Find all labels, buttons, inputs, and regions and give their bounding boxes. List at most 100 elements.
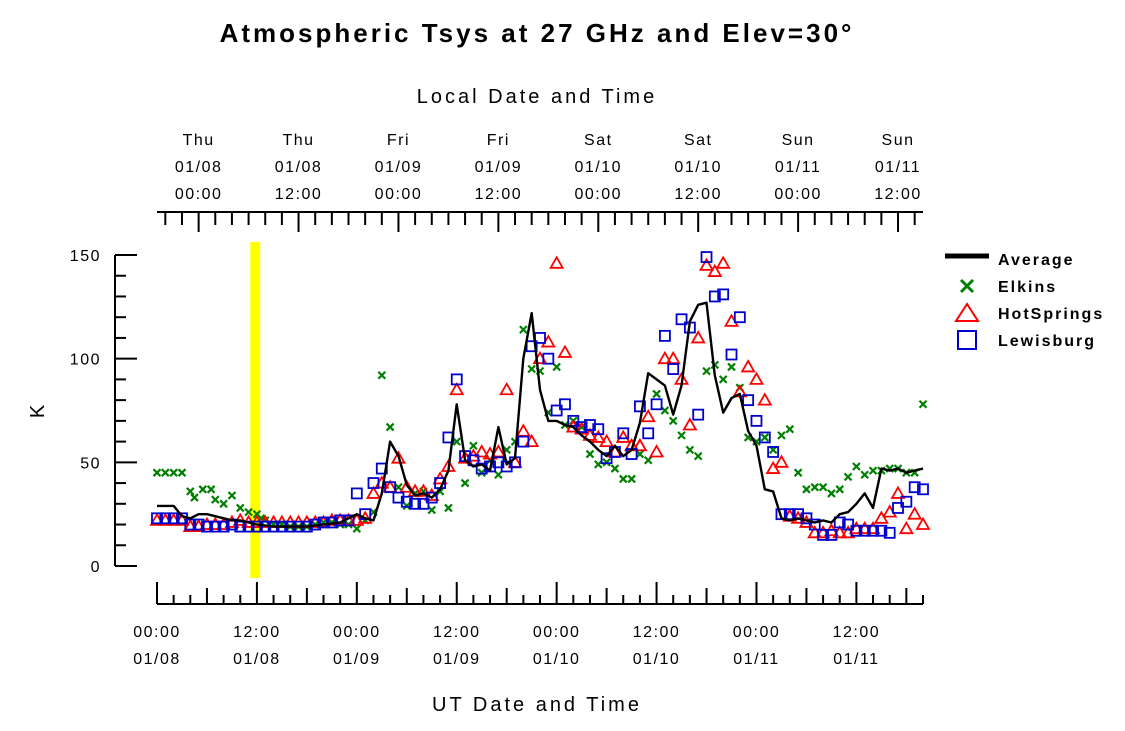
point-elkins [169, 468, 178, 477]
point-lewisburg [917, 483, 929, 496]
point-elkins [785, 424, 795, 434]
point-lewisburg [700, 251, 713, 263]
top-tick-time: 00:00 [175, 186, 223, 203]
legend-swatch-elkins [959, 278, 975, 294]
series-hotsprings [149, 255, 931, 539]
point-lewisburg [192, 518, 205, 531]
point-lewisburg [767, 446, 780, 458]
top-tick-date: 01/11 [875, 159, 921, 176]
point-hotsprings [907, 506, 923, 520]
point-lewisburg [892, 502, 904, 514]
point-elkins [190, 493, 199, 502]
point-elkins [260, 516, 270, 525]
point-lewisburg [184, 518, 197, 531]
point-elkins [760, 433, 770, 442]
point-lewisburg [201, 520, 213, 533]
point-elkins [818, 482, 828, 492]
highlight-band [250, 242, 261, 578]
top-tick-time: 12:00 [475, 186, 523, 203]
point-hotsprings [715, 255, 731, 269]
point-lewisburg [542, 352, 555, 365]
point-lewisburg [858, 524, 871, 537]
top-tick-time: 12:00 [674, 186, 722, 203]
point-elkins [227, 491, 237, 500]
point-lewisburg [667, 363, 680, 375]
point-elkins [860, 470, 869, 480]
series-lewisburg [151, 251, 929, 541]
point-elkins [660, 406, 670, 415]
point-hotsprings [640, 408, 656, 423]
legend-swatch-hotsprings [954, 302, 980, 322]
point-lewisburg [867, 524, 879, 537]
point-lewisburg [750, 414, 763, 427]
point-elkins [527, 364, 536, 374]
bottom-tick-time: 12:00 [633, 624, 681, 641]
legend: Average Elkins HotSprings Lewisburg [945, 252, 1104, 350]
point-elkins [727, 362, 736, 372]
legend-label-hotsprings: HotSprings [998, 306, 1104, 323]
point-hotsprings [757, 392, 773, 406]
point-elkins [435, 487, 445, 496]
point-elkins [494, 470, 503, 480]
point-lewisburg [842, 518, 854, 531]
top-tick-day: Thu [183, 132, 215, 149]
point-hotsprings [665, 350, 681, 365]
point-hotsprings [890, 485, 906, 499]
point-lewisburg [151, 512, 163, 525]
point-lewisburg [159, 512, 172, 525]
top-tick-date: 01/10 [575, 159, 623, 176]
point-hotsprings [873, 510, 889, 524]
point-lewisburg [725, 348, 738, 361]
point-elkins [177, 468, 187, 477]
point-hotsprings [773, 454, 790, 468]
point-elkins [385, 422, 395, 432]
point-lewisburg [167, 512, 180, 525]
point-lewisburg [617, 427, 630, 440]
point-elkins [427, 505, 437, 515]
bottom-tick-time: 12:00 [833, 624, 881, 641]
point-lewisburg [733, 311, 746, 324]
point-lewisburg [425, 491, 438, 504]
point-lewisburg [883, 526, 896, 539]
point-elkins [627, 474, 636, 484]
point-lewisburg [908, 481, 921, 494]
point-lewisburg [417, 497, 430, 510]
top-tick-date: 01/11 [775, 159, 821, 176]
point-lewisburg [825, 529, 838, 541]
point-hotsprings [682, 417, 698, 431]
top-tick-day: Thu [283, 132, 315, 149]
point-elkins [244, 507, 253, 517]
top-tick-time: 00:00 [774, 186, 822, 203]
point-lewisburg [900, 495, 913, 508]
series-line-average [157, 301, 924, 528]
point-lewisburg [384, 481, 397, 494]
point-hotsprings [748, 371, 765, 385]
point-lewisburg [634, 400, 646, 413]
legend-label-average: Average [998, 252, 1075, 269]
point-lewisburg [592, 423, 605, 436]
point-hotsprings [474, 444, 490, 458]
point-hotsprings [657, 350, 673, 365]
point-elkins [585, 449, 595, 459]
point-lewisburg [450, 373, 463, 386]
point-lewisburg [850, 524, 863, 537]
top-axis-label: Local Date and Time [417, 86, 657, 108]
bottom-tick-date: 01/08 [133, 651, 181, 668]
top-tick-date: 01/10 [674, 159, 722, 176]
top-tick-date: 01/09 [375, 159, 423, 176]
point-lewisburg [833, 516, 846, 529]
point-hotsprings [499, 381, 515, 396]
point-elkins [810, 482, 820, 492]
top-tick-date: 01/08 [175, 159, 223, 176]
top-tick-time: 12:00 [275, 186, 323, 203]
point-lewisburg [209, 520, 222, 533]
point-hotsprings [365, 485, 382, 499]
point-lewisburg [409, 497, 422, 510]
point-lewisburg [642, 427, 655, 440]
point-elkins [793, 468, 803, 477]
point-lewisburg [575, 421, 588, 433]
point-lewisburg [350, 487, 363, 500]
point-elkins [219, 499, 228, 509]
point-elkins [161, 468, 170, 477]
point-elkins [702, 366, 711, 376]
